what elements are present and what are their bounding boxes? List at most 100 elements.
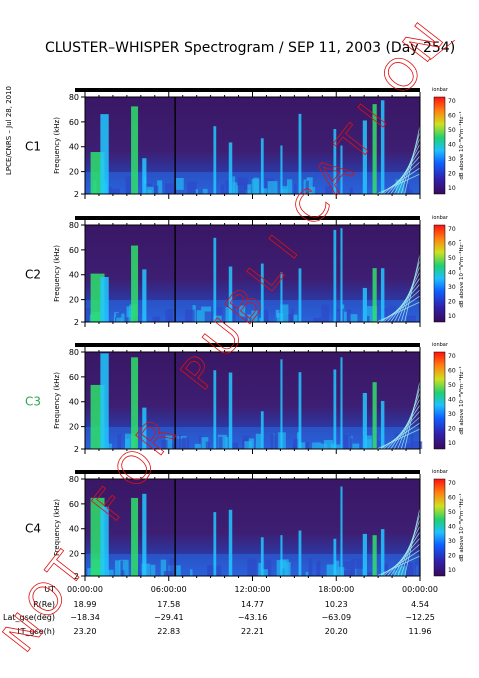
emission-column (362, 120, 367, 194)
spectrogram-patch (306, 177, 313, 194)
spectrogram-patch (403, 560, 411, 576)
spectrogram-patch (296, 432, 301, 449)
spectrogram-patch (395, 179, 405, 194)
spectrogram-patch (351, 443, 360, 449)
spectrogram-patch (267, 181, 278, 194)
spectrogram-patch (194, 443, 201, 449)
emission-column (372, 535, 377, 576)
page-title: CLUSTER–WHISPER Spectrogram / SEP 11, 20… (45, 40, 456, 56)
spectrogram-patch (202, 188, 208, 194)
y-tick-label: 60 (69, 373, 79, 382)
spectrogram-patch (187, 181, 197, 194)
spectrogram-patch (410, 433, 414, 449)
spectrogram-patch (384, 188, 392, 194)
emission-column (280, 272, 283, 322)
spectrogram-patch (121, 570, 125, 576)
spacecraft-label: C2 (25, 268, 41, 282)
colorbar (433, 351, 446, 450)
emission-column (174, 97, 177, 194)
emission-column (228, 372, 233, 449)
spectrogram-patch (411, 443, 415, 449)
emission-column (362, 392, 367, 449)
emission-column (142, 493, 147, 576)
y-tick-label: 80 (69, 221, 79, 230)
spectrogram-patch (85, 307, 91, 322)
emission-column (213, 126, 217, 194)
orbit-cell: 00:00:00 (402, 585, 438, 594)
y-tick-label: 80 (69, 93, 79, 102)
emission-column (100, 506, 109, 576)
colorbar-label: dB above 10⁻⁸V²m⁻²Hz⁻¹ (458, 239, 465, 307)
spectrogram-patch (163, 571, 174, 576)
coverage-strip (75, 343, 420, 347)
y-tick-label: 80 (69, 348, 79, 357)
spectrogram-patch (114, 560, 123, 576)
striation-line (383, 161, 421, 195)
y-tick-label: 40 (69, 525, 79, 534)
emission-column (280, 535, 283, 576)
spectrogram-patch (146, 186, 154, 194)
spectrogram-patch (346, 309, 351, 322)
emission-column (340, 145, 343, 194)
spectrogram-patch (128, 310, 134, 322)
orbit-cell: 18:00:00 (318, 585, 354, 594)
colorbar-tick-label: 50 (448, 509, 456, 516)
spectrogram-patch (294, 184, 297, 194)
emission-column (228, 266, 233, 322)
y-tick-label: 40 (69, 143, 79, 152)
spectrogram-patch (305, 180, 309, 194)
colorbar-tick-label: 30 (448, 284, 456, 291)
spectrogram-patch (164, 183, 175, 194)
spectrogram-patch (255, 433, 262, 449)
spectrogram-patch (171, 565, 181, 576)
emission-column (131, 497, 139, 576)
colorbar-tick-label: 40 (448, 141, 456, 148)
colorbar-tag: ionbar (432, 215, 449, 221)
striation-line (393, 398, 421, 450)
y-tick-label: 80 (69, 475, 79, 484)
spacecraft-label: C1 (25, 140, 41, 154)
emission-column (340, 357, 343, 449)
y-tick-label: 20 (69, 168, 79, 177)
spectrogram-patch (394, 433, 401, 449)
y-tick-label: 60 (69, 500, 79, 509)
striation-line (376, 555, 421, 577)
coverage-strip (75, 470, 420, 474)
emission-column (213, 237, 217, 322)
orbit-row-label: LT_gse(h) (17, 627, 55, 636)
spectrogram-patch (298, 442, 306, 449)
orbit-cell: 17.58 (157, 600, 180, 609)
y-tick-label: 60 (69, 118, 79, 127)
orbit-cell: 10.23 (325, 600, 348, 609)
colorbar-tick-label: 30 (448, 156, 456, 163)
y-tick-label: 20 (69, 296, 79, 305)
spectrogram-patch (232, 176, 236, 194)
spectrogram-patch (108, 443, 112, 449)
striation-line (383, 543, 421, 577)
spectrogram-patch (414, 558, 421, 576)
colorbar-tick-label: 50 (448, 255, 456, 262)
spectrogram-patch (406, 189, 413, 194)
emission-column (174, 479, 177, 576)
colorbar (433, 224, 446, 323)
striation-line (400, 259, 421, 323)
emission-column (260, 138, 264, 194)
spectrogram-patch (293, 314, 298, 322)
emission-column (298, 372, 302, 449)
emission-column (380, 529, 385, 576)
spectrogram-patch (174, 189, 185, 194)
spectrogram-patch (266, 311, 269, 322)
colorbar-tag: ionbar (432, 469, 449, 475)
spectrogram-patch (190, 569, 193, 576)
spectrogram-patch (195, 189, 198, 194)
y-tick-label: 40 (69, 271, 79, 280)
orbit-row-label: R(Re) (33, 600, 55, 609)
colorbar-tick-label: 40 (448, 396, 456, 403)
spectrogram-patch (313, 317, 321, 322)
striation-line (404, 253, 421, 323)
orbit-cell: −12.25 (405, 613, 435, 622)
spectrogram-patch (320, 443, 328, 449)
y-tick-label: 2 (74, 445, 79, 454)
striation-line (400, 513, 421, 577)
striation-line (397, 519, 421, 577)
